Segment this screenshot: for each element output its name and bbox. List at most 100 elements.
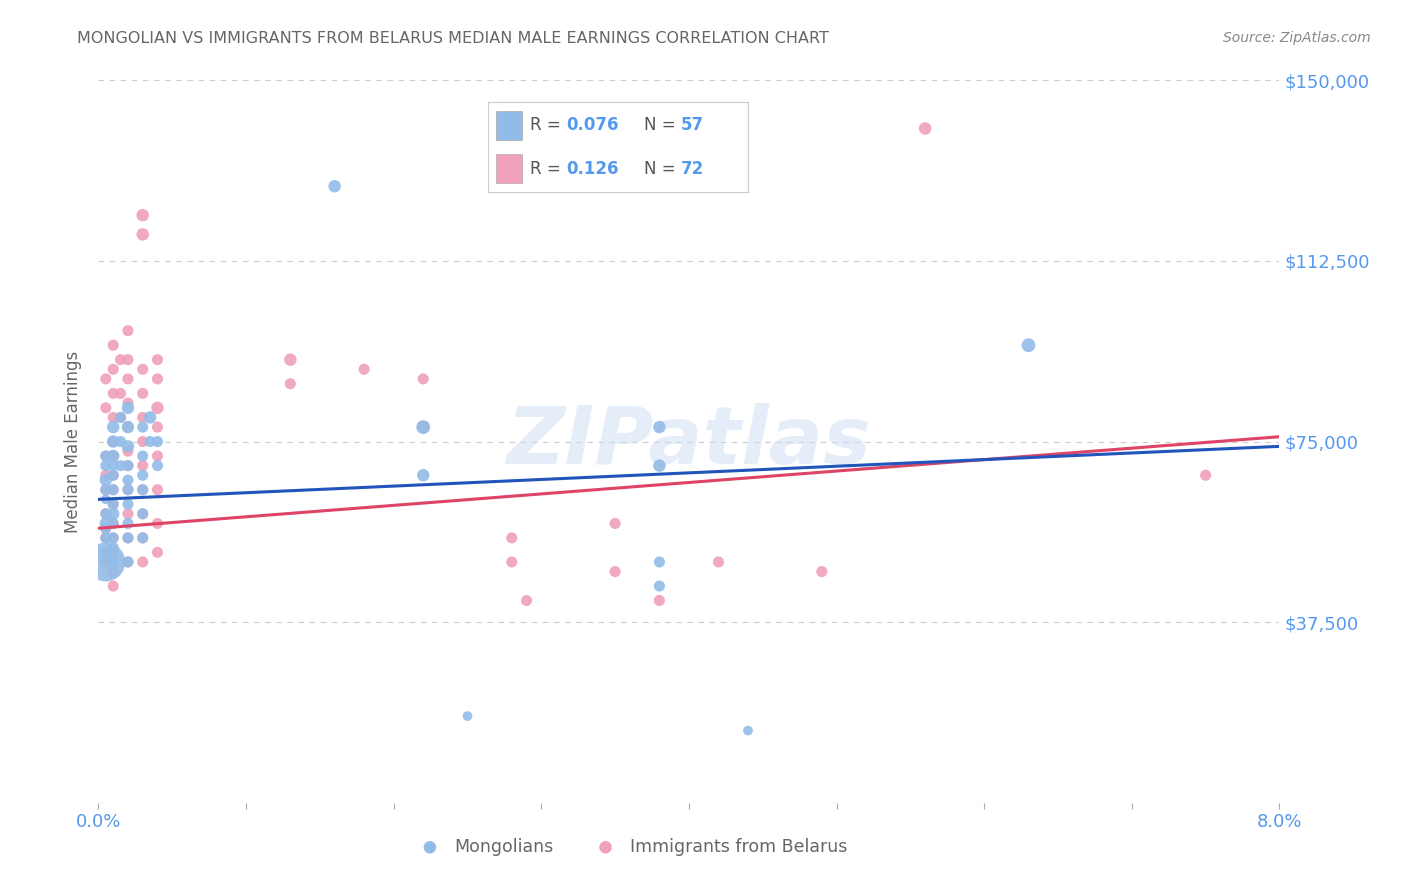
Point [323, 179, 346, 194]
Point [501, 531, 523, 545]
Point [132, 507, 155, 521]
Point [117, 531, 139, 545]
Point [132, 507, 155, 521]
Point [110, 410, 132, 425]
Point [811, 565, 834, 579]
Point [605, 565, 627, 579]
Point [132, 362, 155, 376]
Point [132, 555, 155, 569]
Point [648, 579, 671, 593]
Y-axis label: Median Male Earnings: Median Male Earnings [65, 351, 83, 533]
Point [94, 507, 117, 521]
Point [117, 516, 139, 531]
Point [132, 458, 155, 473]
Point [117, 555, 139, 569]
Point [648, 555, 671, 569]
Point [94, 468, 117, 483]
Point [132, 483, 155, 497]
Point [648, 458, 671, 473]
Point [707, 555, 730, 569]
Point [648, 593, 671, 607]
Point [94, 449, 117, 463]
Point [280, 376, 302, 391]
Point [94, 521, 117, 535]
Point [117, 458, 139, 473]
Text: MONGOLIAN VS IMMIGRANTS FROM BELARUS MEDIAN MALE EARNINGS CORRELATION CHART: MONGOLIAN VS IMMIGRANTS FROM BELARUS MED… [77, 31, 830, 46]
Point [146, 372, 169, 386]
Point [103, 545, 125, 559]
Point [132, 227, 155, 242]
Point [94, 531, 117, 545]
Point [117, 324, 139, 338]
Point [117, 555, 139, 569]
Point [110, 386, 132, 401]
Point [117, 439, 139, 453]
Point [103, 483, 125, 497]
Point [146, 352, 169, 367]
Point [146, 483, 169, 497]
Point [117, 444, 139, 458]
Point [94, 458, 117, 473]
Point [501, 555, 523, 569]
Point [103, 507, 125, 521]
Point [146, 420, 169, 434]
Point [117, 483, 139, 497]
Point [103, 362, 125, 376]
Point [117, 420, 139, 434]
Point [132, 386, 155, 401]
Point [117, 458, 139, 473]
Point [94, 401, 117, 415]
Point [117, 473, 139, 487]
Point [117, 352, 139, 367]
Point [412, 372, 434, 386]
Point [516, 593, 538, 607]
Point [139, 434, 162, 449]
Point [412, 468, 434, 483]
Point [94, 492, 117, 507]
Point [94, 555, 117, 569]
Point [132, 468, 155, 483]
Point [117, 396, 139, 410]
Point [103, 497, 125, 511]
Point [605, 516, 627, 531]
Point [1018, 338, 1040, 352]
Point [117, 483, 139, 497]
Point [146, 401, 169, 415]
Point [457, 709, 479, 723]
Point [103, 516, 125, 531]
Point [103, 449, 125, 463]
Text: ZIPatlas: ZIPatlas [506, 402, 872, 481]
Point [103, 434, 125, 449]
Point [1195, 468, 1218, 483]
Point [94, 372, 117, 386]
Point [737, 723, 759, 738]
Point [353, 362, 375, 376]
Point [146, 449, 169, 463]
Point [132, 410, 155, 425]
Point [103, 483, 125, 497]
Point [103, 579, 125, 593]
Point [103, 516, 125, 531]
Point [117, 507, 139, 521]
Point [103, 468, 125, 483]
Point [412, 420, 434, 434]
Point [103, 565, 125, 579]
Point [117, 531, 139, 545]
Point [103, 338, 125, 352]
Point [914, 121, 936, 136]
Point [117, 401, 139, 415]
Point [94, 507, 117, 521]
Point [110, 410, 132, 425]
Point [103, 434, 125, 449]
Point [146, 516, 169, 531]
Point [146, 434, 169, 449]
Point [94, 483, 117, 497]
Point [103, 531, 125, 545]
Point [103, 531, 125, 545]
Point [103, 555, 125, 569]
Point [103, 420, 125, 434]
Point [117, 497, 139, 511]
Point [132, 208, 155, 222]
Point [648, 420, 671, 434]
Point [412, 420, 434, 434]
